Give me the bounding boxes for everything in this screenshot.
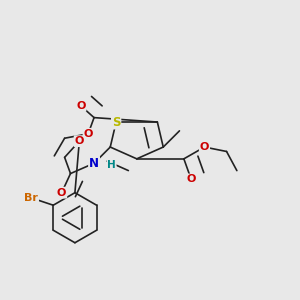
Text: N: N	[89, 157, 99, 170]
Text: O: O	[75, 136, 84, 146]
Text: O: O	[57, 188, 66, 198]
Text: O: O	[187, 174, 196, 184]
Text: H: H	[107, 160, 116, 170]
Text: O: O	[76, 101, 86, 111]
Text: S: S	[112, 116, 120, 128]
Text: O: O	[83, 129, 93, 139]
Text: O: O	[200, 142, 209, 152]
Text: Br: Br	[24, 193, 38, 203]
